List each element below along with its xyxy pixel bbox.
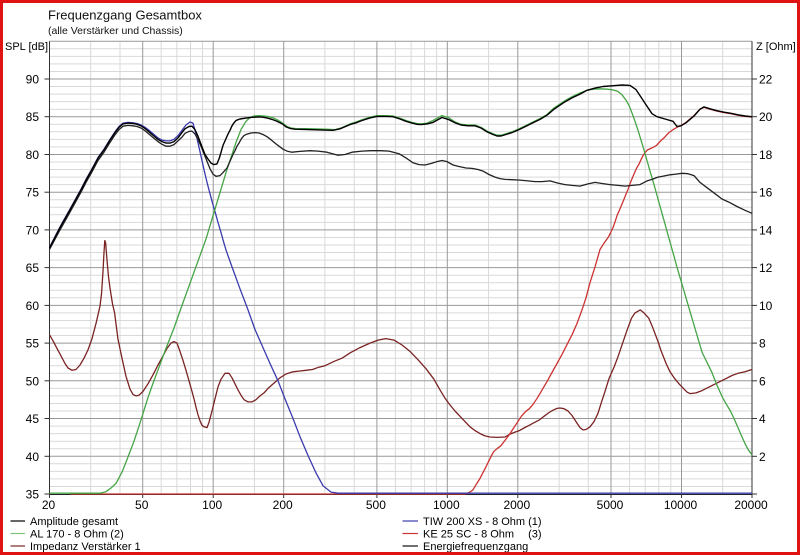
svg-text:6: 6 [759, 374, 766, 388]
svg-text:Energiefrequenzgang: Energiefrequenzgang [423, 541, 528, 553]
svg-text:50: 50 [26, 374, 40, 388]
svg-text:20: 20 [42, 498, 56, 512]
svg-text:14: 14 [759, 223, 773, 237]
svg-text:55: 55 [26, 337, 40, 351]
svg-text:80: 80 [26, 148, 40, 162]
svg-text:75: 75 [26, 186, 40, 200]
svg-text:AL 170 - 8 Ohm (2): AL 170 - 8 Ohm (2) [30, 529, 124, 541]
svg-text:Frequenzgang Gesamtbox: Frequenzgang Gesamtbox [48, 8, 202, 23]
svg-text:16: 16 [759, 186, 773, 200]
svg-text:70: 70 [26, 223, 40, 237]
svg-text:22: 22 [759, 73, 773, 87]
svg-text:200: 200 [273, 498, 293, 512]
svg-text:10: 10 [759, 299, 773, 313]
svg-text:10000: 10000 [664, 498, 698, 512]
svg-text:45: 45 [26, 412, 40, 426]
svg-text:1000: 1000 [433, 498, 460, 512]
svg-text:Z [Ohm]: Z [Ohm] [756, 41, 796, 53]
svg-text:20000: 20000 [734, 498, 768, 512]
svg-text:35: 35 [26, 488, 40, 502]
svg-text:90: 90 [26, 73, 40, 87]
svg-text:5000: 5000 [597, 498, 624, 512]
svg-text:Amplitude gesamt: Amplitude gesamt [30, 516, 118, 528]
svg-text:60: 60 [26, 299, 40, 313]
svg-text:KE 25 SC - 8 Ohm (3): KE 25 SC - 8 Ohm (3) [423, 529, 542, 541]
svg-text:2: 2 [759, 450, 766, 464]
svg-text:Impedanz Verstärker 1: Impedanz Verstärker 1 [30, 541, 141, 553]
svg-text:50: 50 [135, 498, 149, 512]
svg-text:500: 500 [366, 498, 386, 512]
svg-text:4: 4 [759, 412, 766, 426]
svg-text:85: 85 [26, 110, 40, 124]
svg-text:2000: 2000 [503, 498, 530, 512]
svg-text:100: 100 [202, 498, 222, 512]
svg-text:65: 65 [26, 261, 40, 275]
svg-text:40: 40 [26, 450, 40, 464]
svg-text:12: 12 [759, 261, 773, 275]
svg-text:18: 18 [759, 148, 773, 162]
svg-text:TIW 200 XS - 8 Ohm (1): TIW 200 XS - 8 Ohm (1) [423, 516, 542, 528]
svg-text:(alle Verstärker und Chassis): (alle Verstärker und Chassis) [48, 25, 183, 37]
svg-text:20: 20 [759, 110, 773, 124]
svg-text:8: 8 [759, 337, 766, 351]
svg-text:SPL [dB]: SPL [dB] [5, 41, 48, 53]
